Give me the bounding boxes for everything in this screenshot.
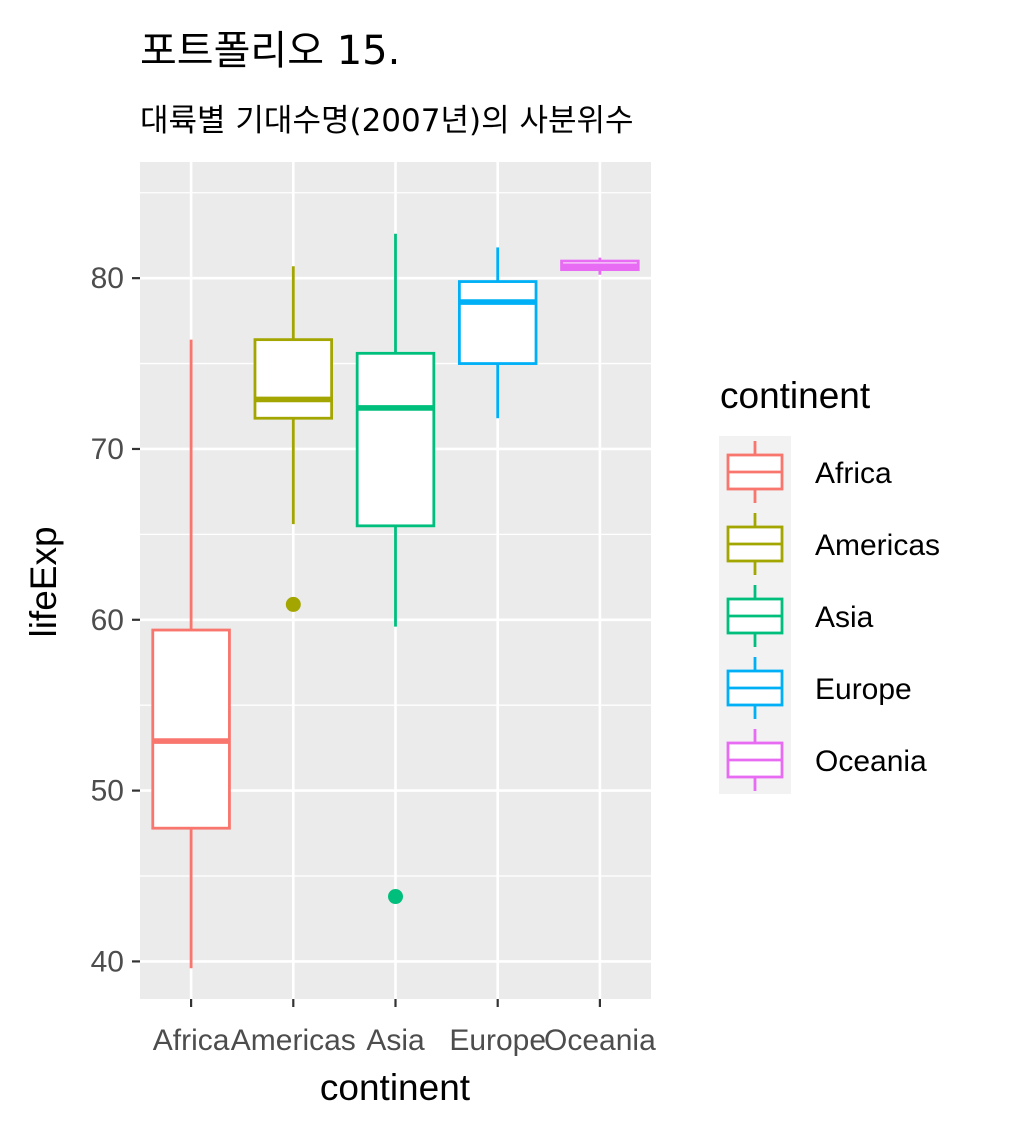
legend-label: Oceania [815, 745, 927, 778]
box-africa [151, 339, 231, 969]
x-tick-label: Asia [366, 1024, 425, 1057]
chart-title: 포트폴리오 15. [140, 28, 400, 74]
x-axis-title: continent [320, 1067, 471, 1108]
legend-item-americas: Americas [726, 513, 940, 575]
box-asia [355, 233, 436, 905]
box-iqr [457, 280, 538, 365]
x-tick-label: Europe [449, 1024, 546, 1057]
x-tick-label: Africa [153, 1024, 230, 1057]
chart-subtitle: 대륙별 기대수명(2007년)의 사분위수 [140, 103, 634, 139]
x-tick-label: Oceania [544, 1024, 656, 1057]
legend-item-oceania: Oceania [726, 729, 927, 791]
box-americas [253, 266, 334, 612]
legend-label: Africa [815, 457, 892, 490]
legend-item-europe: Europe [726, 657, 912, 719]
x-tick-label: Americas [231, 1024, 356, 1057]
y-tick-label: 80 [91, 262, 124, 295]
legend-title: continent [720, 375, 871, 416]
y-tick-label: 40 [91, 945, 124, 978]
legend: continent Africa Americas Asia Europe Oceani… [719, 375, 940, 794]
legend-label: Europe [815, 673, 912, 706]
outlier-point [285, 596, 301, 612]
outlier-point [388, 889, 403, 905]
legend-item-africa: Africa [726, 441, 892, 503]
legend-item-asia: Asia [726, 585, 874, 647]
box-iqr [151, 628, 231, 830]
boxes-layer [151, 233, 640, 969]
box-oceania [560, 257, 640, 275]
box-iqr [253, 338, 334, 420]
y-tick-label: 70 [91, 433, 124, 466]
box-iqr [355, 351, 436, 528]
legend-label: Asia [815, 601, 874, 634]
y-axis-title: lifeExp [23, 526, 64, 637]
box-europe [457, 247, 538, 419]
y-axis: 40 50 60 70 80 [91, 262, 140, 978]
y-tick-label: 60 [91, 604, 124, 637]
y-tick-label: 50 [91, 775, 124, 808]
legend-label: Americas [815, 529, 940, 562]
